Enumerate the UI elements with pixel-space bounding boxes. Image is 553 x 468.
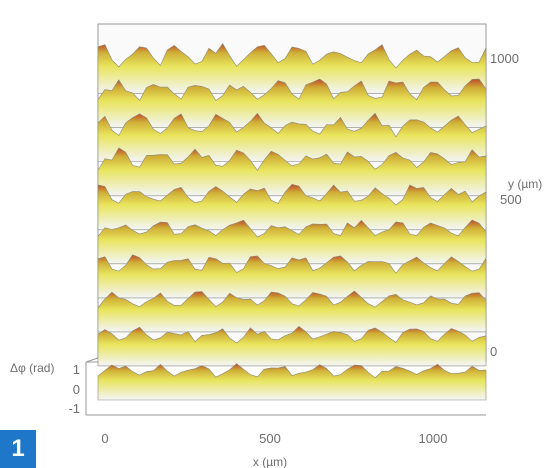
surface-ridge	[97, 254, 487, 299]
x-axis-label: x (µm)	[253, 455, 287, 468]
z-tick-label-1: 0	[73, 382, 80, 397]
x-tick-label-2: 1000	[419, 431, 448, 446]
y-axis: 1000 500 0 y (µm)	[490, 51, 542, 359]
surface-ridge	[97, 78, 487, 129]
surface-ridge	[97, 147, 487, 197]
surface-ridge	[97, 183, 487, 231]
y-axis-label: y (µm)	[508, 177, 542, 191]
x-tick-label-1: 500	[259, 431, 281, 446]
panel-number-badge: 1	[0, 430, 36, 468]
z-axis: Δφ (rad) 1 0 -1	[10, 361, 80, 416]
x-axis: 0 500 1000 x (µm)	[101, 431, 447, 468]
box-depth-left	[85, 357, 99, 363]
surface-ridge	[97, 290, 487, 333]
y-tick-label-2: 1000	[490, 51, 519, 66]
z-axis-label: Δφ (rad)	[10, 361, 54, 375]
surface-layer	[97, 43, 487, 401]
y-tick-label-1: 500	[500, 192, 522, 207]
surface-ridge	[97, 363, 487, 401]
z-tick-label-0: 1	[73, 362, 80, 377]
surface-ridge	[97, 326, 487, 367]
x-tick-label-0: 0	[101, 431, 108, 446]
y-tick-label-0: 0	[490, 344, 497, 359]
z-tick-label-2: -1	[68, 401, 80, 416]
surface-ridge	[97, 219, 487, 265]
